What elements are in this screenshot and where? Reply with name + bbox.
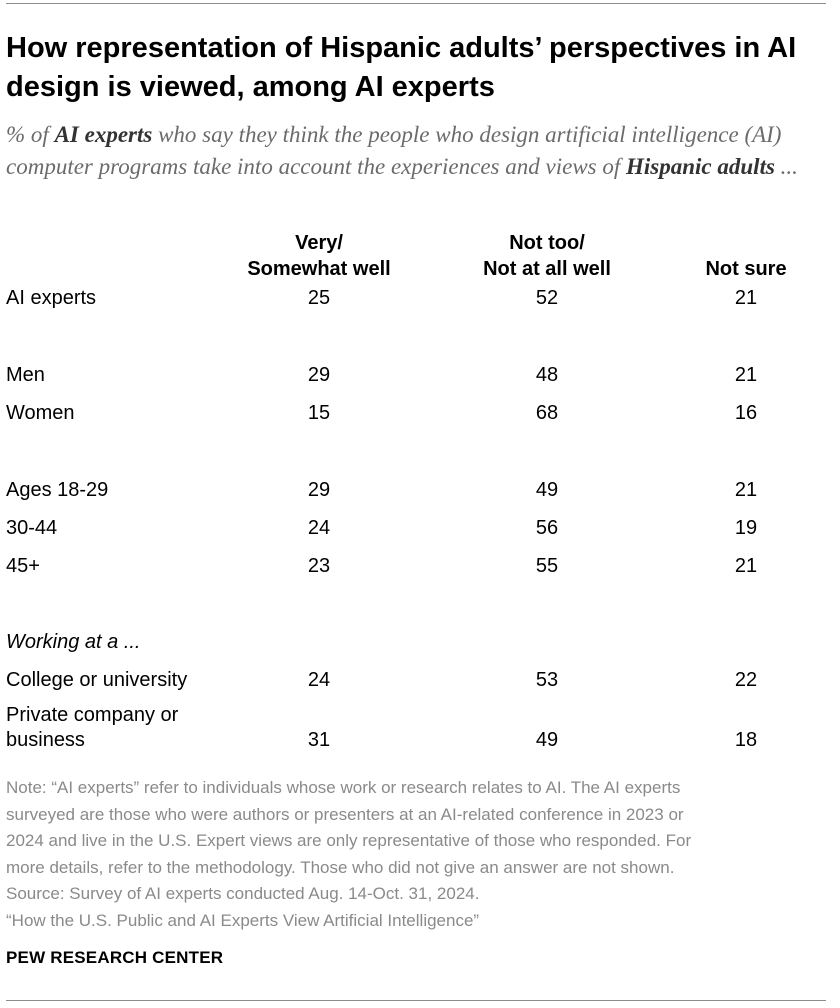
note-line: Note: “AI experts” refer to individuals … [6,778,681,797]
cell-value: 49 [535,479,559,501]
note-line: more details, refer to the methodology. … [6,857,675,877]
cell-value: 16 [734,402,758,424]
cell-value: 21 [734,555,758,577]
row-label-line1: Private company or [6,704,179,726]
cell-value: 29 [307,479,331,501]
cell-value: 52 [535,287,559,309]
row-label-women: Women [6,402,75,424]
cell-value: 55 [535,555,559,577]
cell-value: 49 [535,729,559,751]
note-line: 2024 and live in the U.S. Expert views a… [6,831,692,850]
cell-value: 24 [307,669,331,691]
row-label-college-or-university: College or university [6,669,188,691]
cell-value: 22 [734,669,758,691]
column-header-line2: Not sure [705,258,787,280]
subtitle-prefix: % of [6,122,55,147]
note-line: surveyed are those who were authors or p… [6,804,684,824]
cell-value: 31 [307,729,331,751]
cell-value: 18 [734,729,758,751]
column-header-line2: Somewhat well [247,258,391,280]
cell-value: 21 [734,364,758,386]
row-label-ages-18-29: Ages 18-29 [6,479,109,501]
cell-value: 53 [535,669,559,691]
column-header-not-at-all-well: Not too/ Not at all well [437,230,657,282]
row-label-line2: business [6,729,85,751]
subtitle-middle: who say they think the people who design… [6,122,782,179]
column-header-line1: Not too/ [509,232,585,254]
cell-value: 21 [734,287,758,309]
cell-value: 19 [734,517,758,539]
cell-value: 15 [307,402,331,424]
row-label-private-company-or-business: Private company or business [6,703,178,753]
bottom-rule [6,1000,826,1001]
cell-value: 24 [307,517,331,539]
subtitle-bold-hispanic-adults: Hispanic adults [626,154,775,179]
cell-value: 68 [535,402,559,424]
pew-research-center-logo: PEW RESEARCH CENTER [6,948,224,967]
cell-value: 56 [535,517,559,539]
column-header-line1: Very/ [295,232,343,254]
report-title: “How the U.S. Public and AI Experts View… [6,910,480,930]
cell-value: 48 [535,364,559,386]
column-header-somewhat-well: Very/ Somewhat well [219,230,419,282]
cell-value: 29 [307,364,331,386]
chart-note: Note: “AI experts” refer to individuals … [6,775,830,934]
column-header-not-sure: Not sure [666,256,826,282]
row-label-ai-experts: AI experts [6,287,97,309]
top-rule [6,3,826,4]
chart-subtitle: % of AI experts who say they think the p… [6,119,826,183]
row-label-45-plus: 45+ [6,555,40,577]
group-label-working-at: Working at a ... [6,631,141,653]
cell-value: 25 [307,287,331,309]
row-label-30-44: 30-44 [6,517,58,539]
cell-value: 23 [307,555,331,577]
source-line: Source: Survey of AI experts conducted A… [6,884,480,903]
subtitle-suffix: ... [774,154,798,179]
column-header-line2: Not at all well [483,258,611,280]
row-label-men: Men [6,364,45,386]
chart-title: How representation of Hispanic adults’ p… [6,32,797,103]
subtitle-bold-ai-experts: AI experts [54,122,153,147]
cell-value: 21 [734,479,758,501]
